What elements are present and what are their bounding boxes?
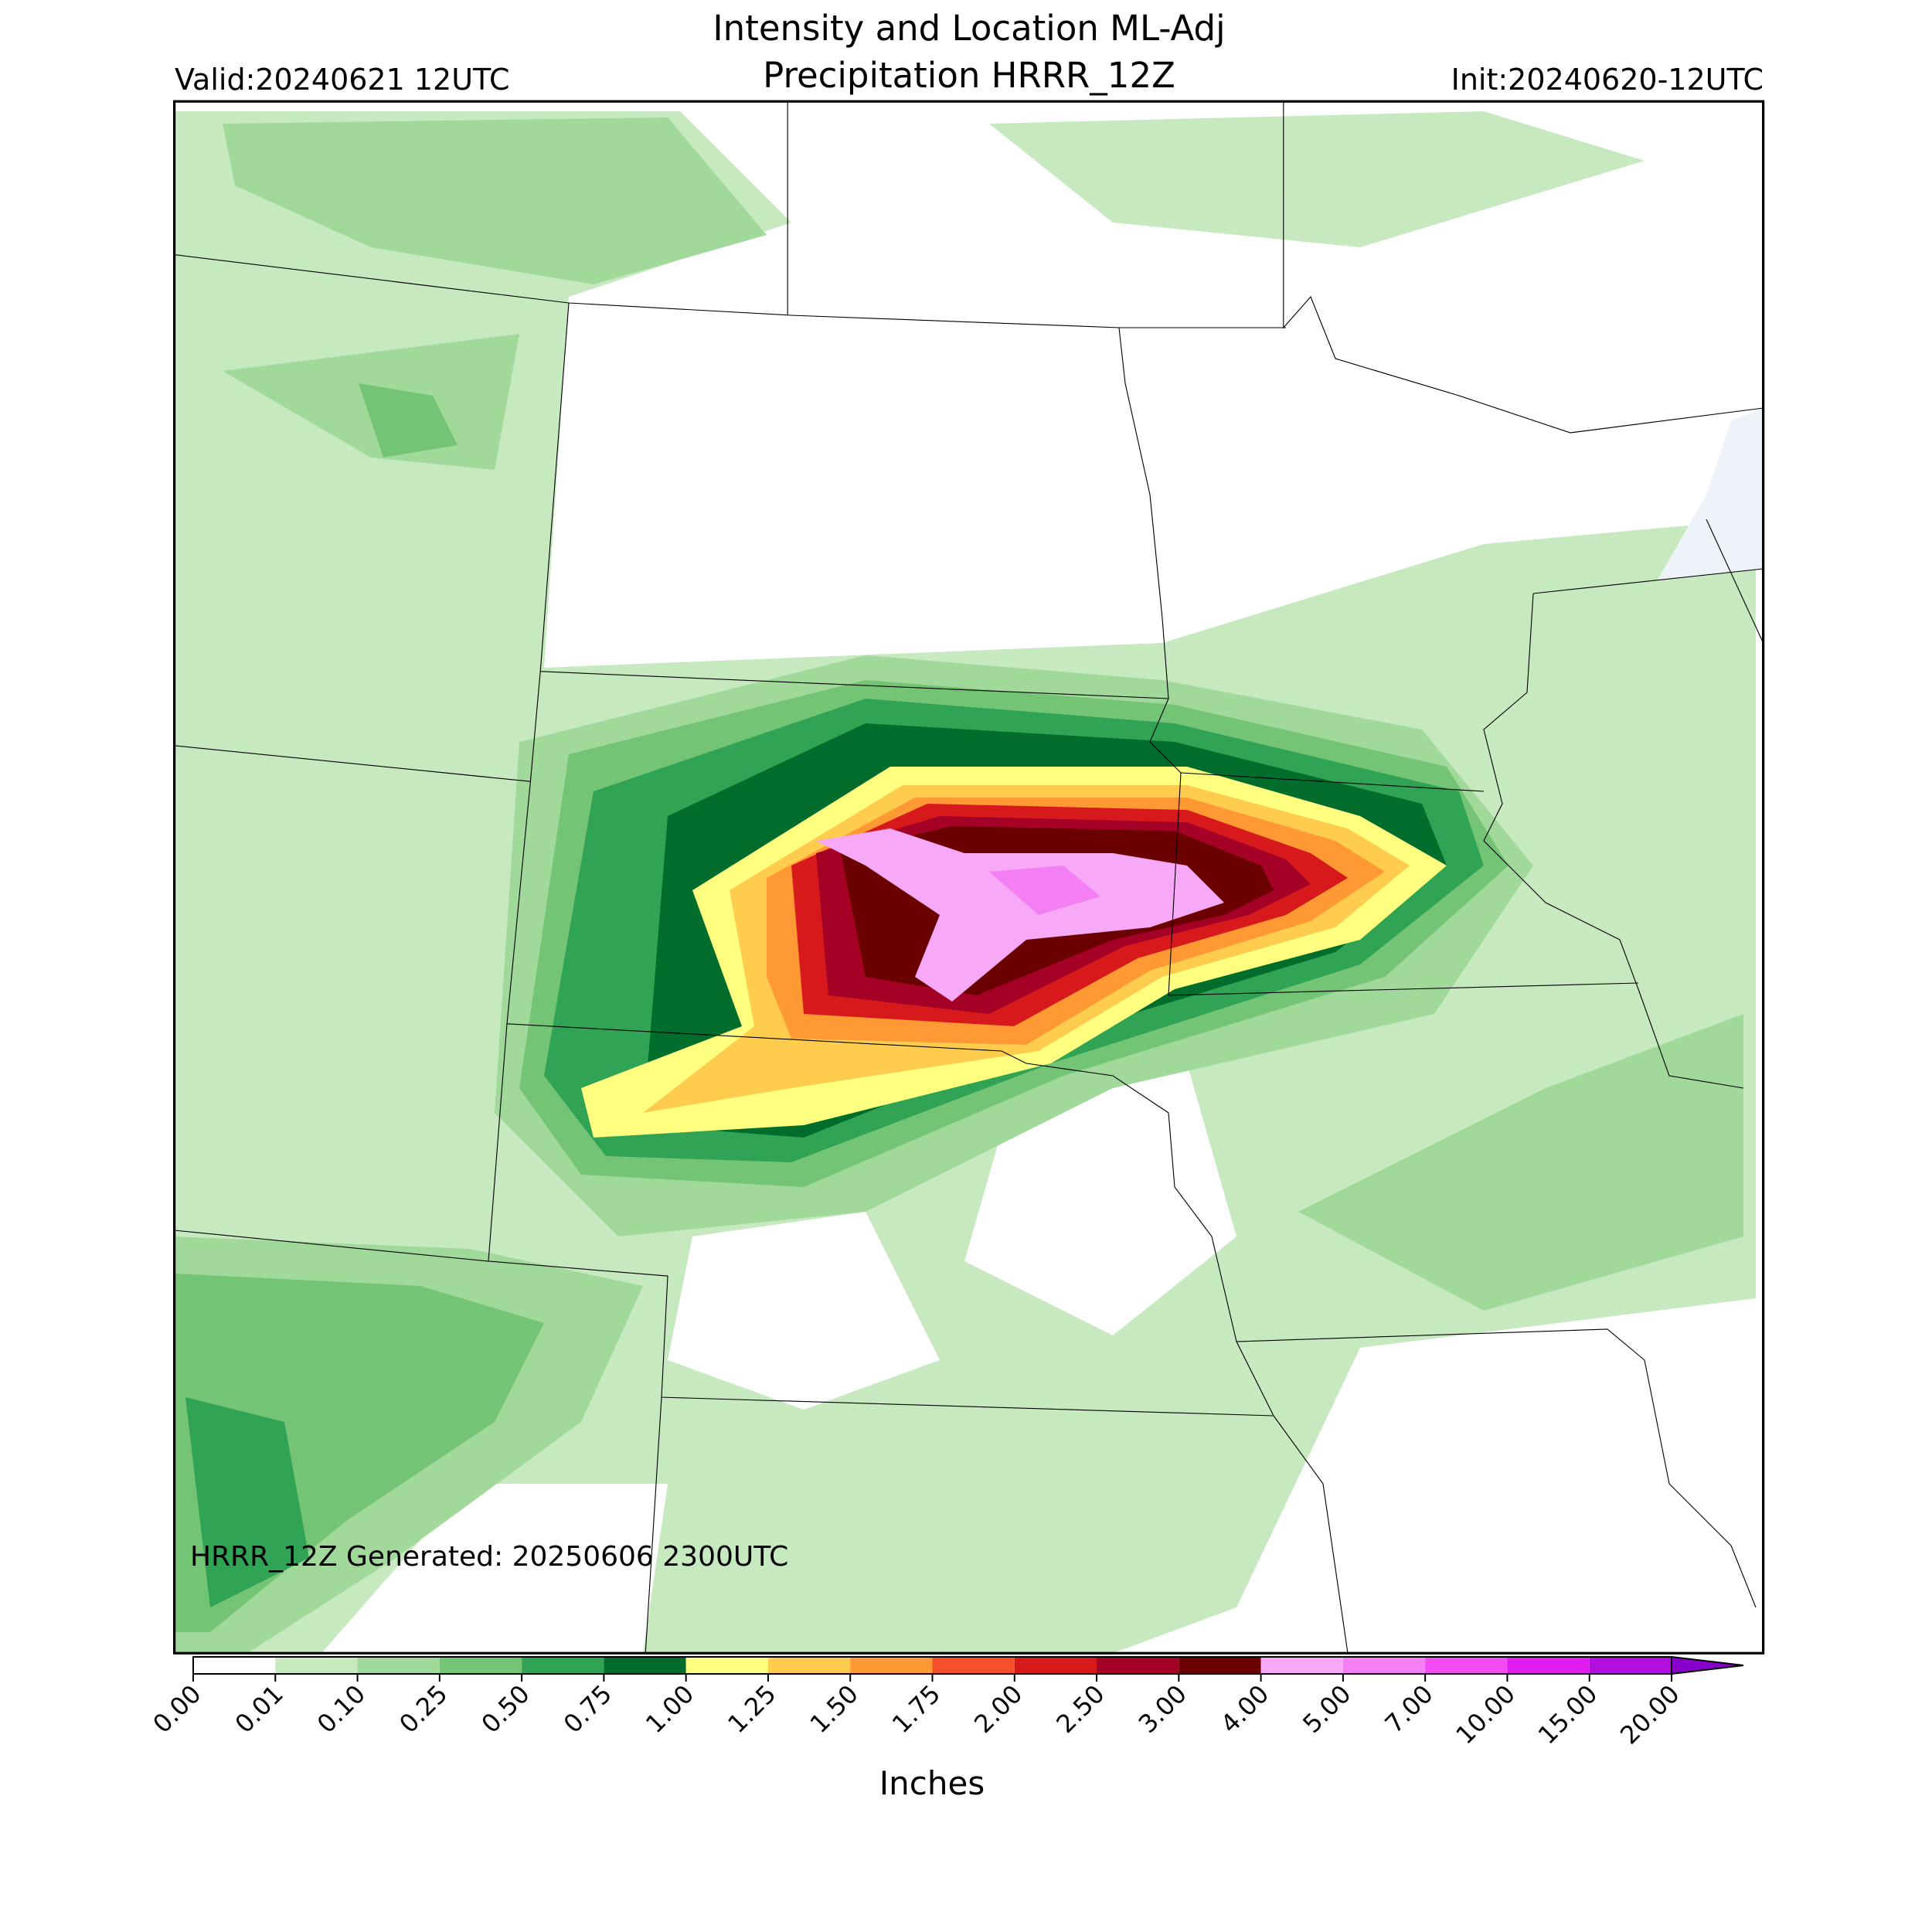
colorbar-tick-label: 2.00	[968, 1679, 1028, 1739]
colorbar-tick-label: 7.00	[1379, 1679, 1439, 1739]
colorbar-tick-label: 15.00	[1532, 1679, 1604, 1750]
colorbar-tick-label: 1.50	[804, 1679, 864, 1739]
generated-note: HRRR_12Z Generated: 20250606 2300UTC	[190, 1541, 788, 1573]
precip-field	[174, 111, 1764, 1654]
lake	[1657, 408, 1764, 582]
colorbar-segment	[275, 1657, 358, 1674]
colorbar-segment	[439, 1657, 522, 1674]
init-time: Init:20240620-12UTC	[1451, 63, 1764, 97]
state-borders	[174, 101, 1764, 1654]
precip-area	[816, 828, 1224, 1002]
precip-area	[223, 117, 767, 284]
colorbar-segment	[1507, 1657, 1590, 1674]
colorbar-tick-label: 4.00	[1215, 1679, 1274, 1739]
colorbar-tick-label: 5.00	[1297, 1679, 1356, 1739]
colorbar-tick-label: 1.00	[640, 1679, 699, 1739]
colorbar-segment	[522, 1657, 604, 1674]
colorbar-label: Inches	[879, 1764, 985, 1802]
colorbar-tick-label: 0.00	[147, 1679, 206, 1739]
colorbar-segment	[1589, 1657, 1672, 1674]
colorbar-segment	[850, 1657, 933, 1674]
colorbar-tick-label: 0.01	[230, 1679, 289, 1739]
map-frame	[173, 100, 1765, 1655]
colorbar-segment	[932, 1657, 1015, 1674]
precip-area	[989, 111, 1645, 247]
colorbar-tick-label: 2.50	[1050, 1679, 1110, 1739]
colorbar-segment	[1097, 1657, 1179, 1674]
dry-area	[668, 1212, 940, 1410]
colorbar-segment	[357, 1657, 440, 1674]
colorbar-extend	[1671, 1655, 1744, 1675]
title-line: Precipitation HRRR_12Z	[763, 55, 1175, 96]
title-line: Intensity and Location ML-Adj	[713, 8, 1225, 49]
colorbar-tick-label: 0.50	[476, 1679, 536, 1739]
precip-area	[185, 1397, 309, 1607]
map	[173, 100, 1765, 1655]
precip-area	[1298, 1014, 1743, 1311]
colorbar-segment	[193, 1657, 276, 1674]
colorbar-tick-label: 10.00	[1450, 1679, 1521, 1750]
colorbar-tick-label: 1.75	[886, 1679, 946, 1739]
colorbar-segment	[1342, 1657, 1426, 1674]
precip-area	[359, 383, 457, 457]
colorbar-tick-label: 3.00	[1133, 1679, 1192, 1739]
colorbar-tick-label: 0.25	[393, 1679, 453, 1739]
precip-area	[989, 866, 1100, 915]
colorbar: 0.00 0.01 0.10 0.25 0.50 0.75 1.00 1.25 1.50 1.75…	[147, 1655, 1744, 1750]
dry-area	[964, 1063, 1236, 1335]
colorbar-segment	[767, 1657, 851, 1674]
colorbar-segment	[604, 1657, 686, 1674]
colorbar-tick-label: 0.75	[558, 1679, 617, 1739]
colorbar-tick-label: 0.10	[311, 1679, 371, 1739]
valid-time: Valid:20240621 12UTC	[175, 63, 510, 97]
colorbar-tick-label: 1.25	[722, 1679, 781, 1739]
colorbar-segment	[1260, 1657, 1343, 1674]
colorbar-segment	[1179, 1657, 1261, 1674]
colorbar-segment	[685, 1657, 768, 1674]
colorbar-tick-label: 20.00	[1614, 1679, 1685, 1750]
colorbar-segment	[1014, 1657, 1097, 1674]
colorbar-segment	[1425, 1657, 1508, 1674]
